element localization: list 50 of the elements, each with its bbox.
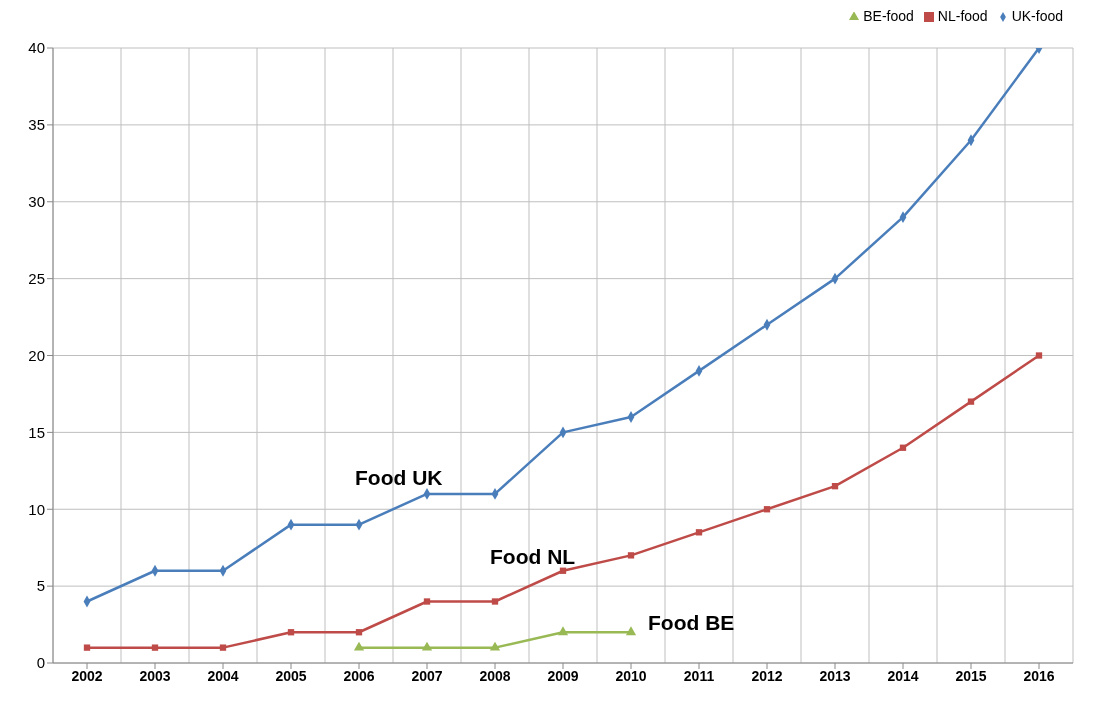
legend-label: UK-food — [1011, 8, 1063, 24]
point — [353, 641, 365, 651]
annotation: Food NL — [490, 545, 576, 569]
y-tick-label: 35 — [28, 116, 45, 134]
x-tick-label: 2007 — [411, 667, 443, 684]
y-tick-label: 0 — [36, 654, 45, 672]
point — [489, 641, 501, 651]
y-tick-label: 20 — [28, 346, 45, 364]
x-tick-label: 2006 — [343, 667, 375, 684]
legend-label: NL-food — [937, 8, 988, 24]
legend-label: BE-food — [863, 8, 914, 24]
x-tick-label: 2005 — [275, 667, 307, 684]
x-tick-label: 2014 — [887, 667, 919, 684]
x-tick-label: 2013 — [819, 667, 851, 684]
point — [355, 629, 363, 636]
point — [831, 483, 839, 490]
x-tick-label: 2016 — [1023, 667, 1055, 684]
x-tick-label: 2004 — [207, 667, 239, 684]
y-tick-label: 5 — [36, 577, 45, 595]
y-tick-label: 15 — [28, 423, 45, 441]
y-tick-label: 10 — [28, 500, 45, 518]
point — [151, 644, 159, 651]
point — [287, 629, 295, 636]
point — [1035, 352, 1043, 359]
point — [219, 644, 227, 651]
y-tick-label: 40 — [28, 39, 45, 57]
point — [491, 598, 499, 605]
point — [423, 598, 431, 605]
point — [763, 506, 771, 513]
y-tick-label: 30 — [28, 193, 45, 211]
point — [899, 444, 907, 451]
x-tick-label: 2003 — [139, 667, 171, 684]
annotation: Food UK — [355, 466, 443, 490]
point — [557, 626, 569, 636]
point — [625, 626, 637, 636]
x-tick-label: 2002 — [71, 667, 103, 684]
point — [627, 552, 635, 559]
x-tick-label: 2010 — [615, 667, 647, 684]
point — [695, 529, 703, 536]
point — [559, 567, 567, 574]
x-tick-label: 2011 — [683, 667, 715, 684]
x-tick-label: 2008 — [479, 667, 511, 684]
point — [421, 641, 433, 651]
y-tick-label: 25 — [28, 269, 45, 287]
x-tick-label: 2015 — [955, 667, 987, 684]
point — [967, 398, 975, 405]
annotation: Food BE — [648, 611, 735, 635]
x-tick-label: 2009 — [547, 667, 579, 684]
x-tick-label: 2012 — [751, 667, 783, 684]
point — [83, 644, 91, 651]
